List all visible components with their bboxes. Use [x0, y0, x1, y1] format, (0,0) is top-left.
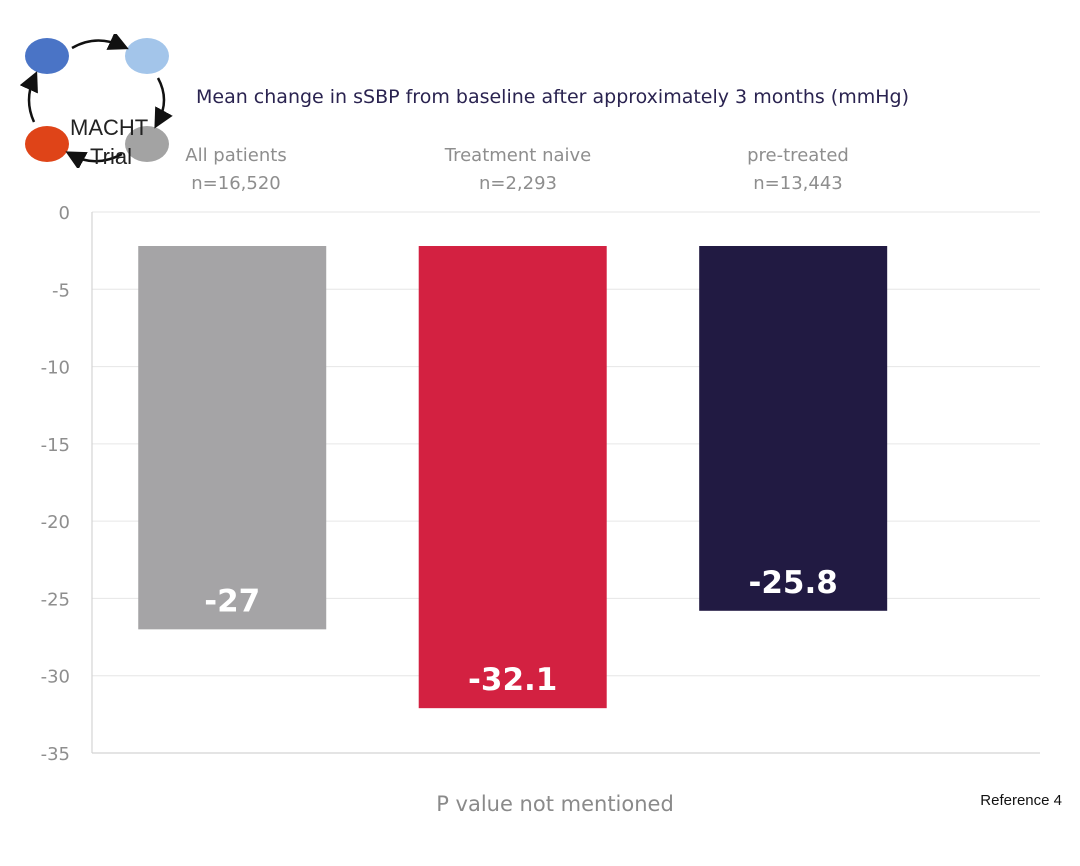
logo-circle-lightblue	[125, 38, 169, 74]
y-tick-label: -25	[41, 589, 70, 610]
logo-graphic	[19, 31, 173, 170]
y-tick-label: -10	[41, 358, 70, 379]
category-name: pre-treated	[747, 145, 849, 166]
bar-layer	[138, 246, 888, 709]
category-header-treatment-naive: Treatment naive n=2,293	[398, 142, 638, 198]
data-label: -25.8	[749, 565, 838, 601]
category-name: Treatment naive	[444, 145, 592, 166]
data-label: -27	[204, 583, 260, 619]
chart-title: Mean change in sSBP from baseline after …	[196, 86, 909, 108]
bar-pre-treated	[699, 246, 888, 611]
category-n: n=13,443	[753, 173, 843, 194]
category-n: n=16,520	[191, 173, 281, 194]
y-tick-label: 0	[59, 203, 70, 224]
logo-circle-red	[25, 126, 69, 162]
logo-subtitle: Trial	[90, 144, 132, 169]
y-tick-label: -35	[41, 744, 70, 765]
label-layer: 0 -5 -10 -15 -20 -25 -30 -35 -27 -32.1 -25.8	[41, 203, 838, 765]
logo-circle-blue	[25, 38, 69, 74]
y-tick-label: -20	[41, 512, 70, 533]
p-value-note: P value not mentioned	[436, 792, 674, 816]
data-label: -32.1	[468, 662, 557, 698]
logo-circle-grey	[125, 126, 169, 162]
reference-label: Reference 4	[980, 792, 1062, 809]
macht-trial-logo: MACHT Trial	[19, 31, 176, 170]
bar-all-patients	[138, 246, 327, 630]
category-name: All patients	[185, 145, 287, 166]
logo-title: MACHT	[70, 115, 149, 140]
category-header-pre-treated: pre-treated n=13,443	[678, 142, 918, 198]
bar-treatment-naive	[418, 246, 607, 709]
category-n: n=2,293	[478, 173, 558, 194]
y-tick-label: -15	[41, 435, 70, 456]
y-tick-label: -5	[52, 280, 70, 301]
y-tick-label: -30	[41, 667, 70, 688]
category-header-all-patients: All patients n=16,520	[116, 142, 356, 198]
